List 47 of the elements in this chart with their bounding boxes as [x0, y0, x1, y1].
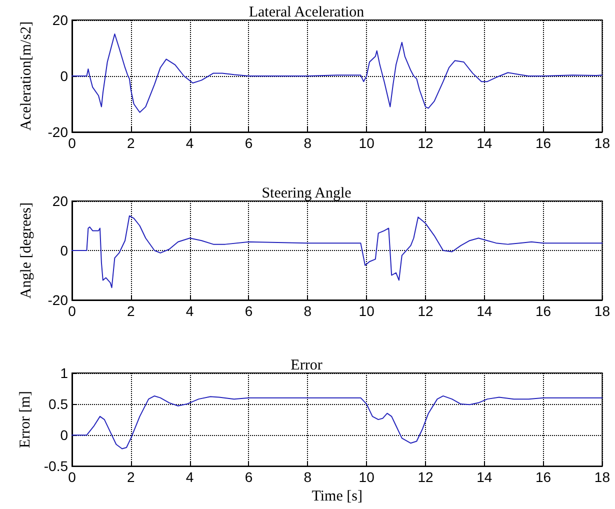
x-tick-label: 12 — [418, 135, 434, 151]
x-tick-label: 8 — [304, 469, 312, 486]
y-tick-label: 20 — [52, 193, 68, 209]
y-axis-title: Aceleration[m/s2] — [18, 21, 34, 131]
x-tick-label: 8 — [304, 135, 312, 151]
y-axis-title: Error [m] — [17, 391, 34, 448]
x-tick-label: 14 — [476, 469, 492, 486]
x-tick-label: 14 — [476, 135, 492, 151]
chart-title: Steering Angle — [262, 186, 352, 202]
x-tick-label: 16 — [536, 303, 552, 319]
x-tick-label: 8 — [304, 303, 312, 319]
x-tick-label: 18 — [594, 303, 610, 319]
y-tick-label: 0 — [60, 242, 68, 258]
x-tick-label: 10 — [358, 303, 375, 319]
chart-title: Error — [290, 358, 322, 374]
x-tick-label: 14 — [476, 303, 492, 319]
x-tick-label: 2 — [127, 469, 136, 486]
x-tick-label: 6 — [244, 303, 253, 319]
x-tick-label: 16 — [536, 469, 552, 486]
y-tick-label: 1 — [60, 365, 68, 381]
y-tick-label: -20 — [48, 124, 68, 140]
line-series — [72, 215, 603, 288]
y-tick-label: 0.5 — [48, 396, 68, 412]
x-tick-label: 18 — [594, 469, 610, 486]
x-tick-label: 2 — [127, 135, 136, 151]
y-tick-label: -20 — [48, 292, 68, 308]
x-tick-label: 6 — [244, 469, 253, 486]
line-series — [72, 395, 603, 450]
x-tick-label: 10 — [358, 469, 375, 486]
y-tick-label: 0 — [60, 68, 68, 84]
x-tick-label: 4 — [186, 469, 194, 486]
x-tick-label: 2 — [127, 303, 136, 319]
x-tick-label: 10 — [358, 135, 375, 151]
y-tick-label: 0 — [60, 427, 68, 444]
x-tick-label: 6 — [244, 135, 253, 151]
y-tick-label: -0.5 — [44, 458, 68, 474]
x-tick-label: 12 — [418, 303, 434, 319]
x-tick-label: 18 — [594, 135, 610, 151]
x-tick-label: 4 — [186, 135, 194, 151]
x-tick-label: 12 — [418, 469, 434, 486]
x-axis-title: Time [s] — [312, 488, 362, 504]
x-tick-label: 4 — [186, 303, 194, 319]
x-tick-label: 16 — [536, 135, 552, 151]
chart-title: Lateral Aceleration — [248, 4, 365, 20]
line-series — [72, 34, 603, 113]
y-tick-label: 20 — [52, 12, 68, 28]
y-axis-title: Angle [degrees] — [18, 202, 34, 299]
